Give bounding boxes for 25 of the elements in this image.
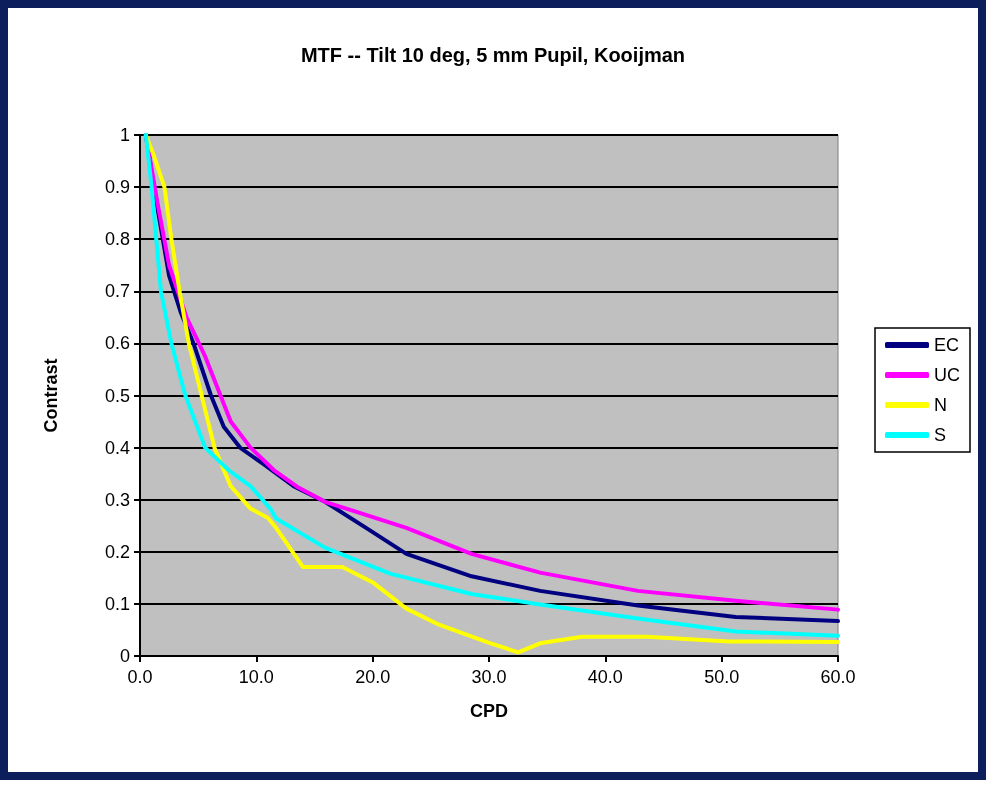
y-tick-label: 0.7 — [104, 281, 130, 302]
x-tick-label: 60.0 — [820, 667, 856, 687]
y-tick-label: 0.6 — [104, 333, 130, 354]
y-tick-label: 0.1 — [104, 593, 130, 614]
x-tick-label: 20.0 — [355, 667, 391, 687]
y-tick-label: 0.2 — [104, 541, 130, 562]
y-tick-label: 0.8 — [104, 229, 130, 250]
legend-label: EC — [934, 335, 960, 355]
legend-label: S — [934, 425, 947, 445]
chart-title: MTF -- Tilt 10 deg, 5 mm Pupil, Kooijman — [300, 44, 686, 66]
x-tick-label: 0.0 — [127, 667, 153, 687]
y-tick-label: 1 — [119, 125, 130, 145]
y-tick-label: 0.9 — [104, 177, 130, 198]
y-axis-title: Contrast — [41, 358, 61, 433]
x-tick-label: 40.0 — [587, 667, 623, 687]
y-tick-label: 0.5 — [104, 385, 130, 406]
legend-label: N — [934, 395, 947, 415]
x-axis-title: CPD — [469, 701, 509, 721]
y-tick-label: 0.3 — [104, 489, 130, 510]
x-tick-label: 30.0 — [471, 667, 507, 687]
y-tick-label: 0 — [119, 646, 130, 666]
x-tick-label: 50.0 — [704, 667, 740, 687]
y-tick-label: 0.4 — [104, 437, 130, 458]
legend-label: UC — [934, 365, 960, 385]
x-tick-label: 10.0 — [238, 667, 274, 687]
